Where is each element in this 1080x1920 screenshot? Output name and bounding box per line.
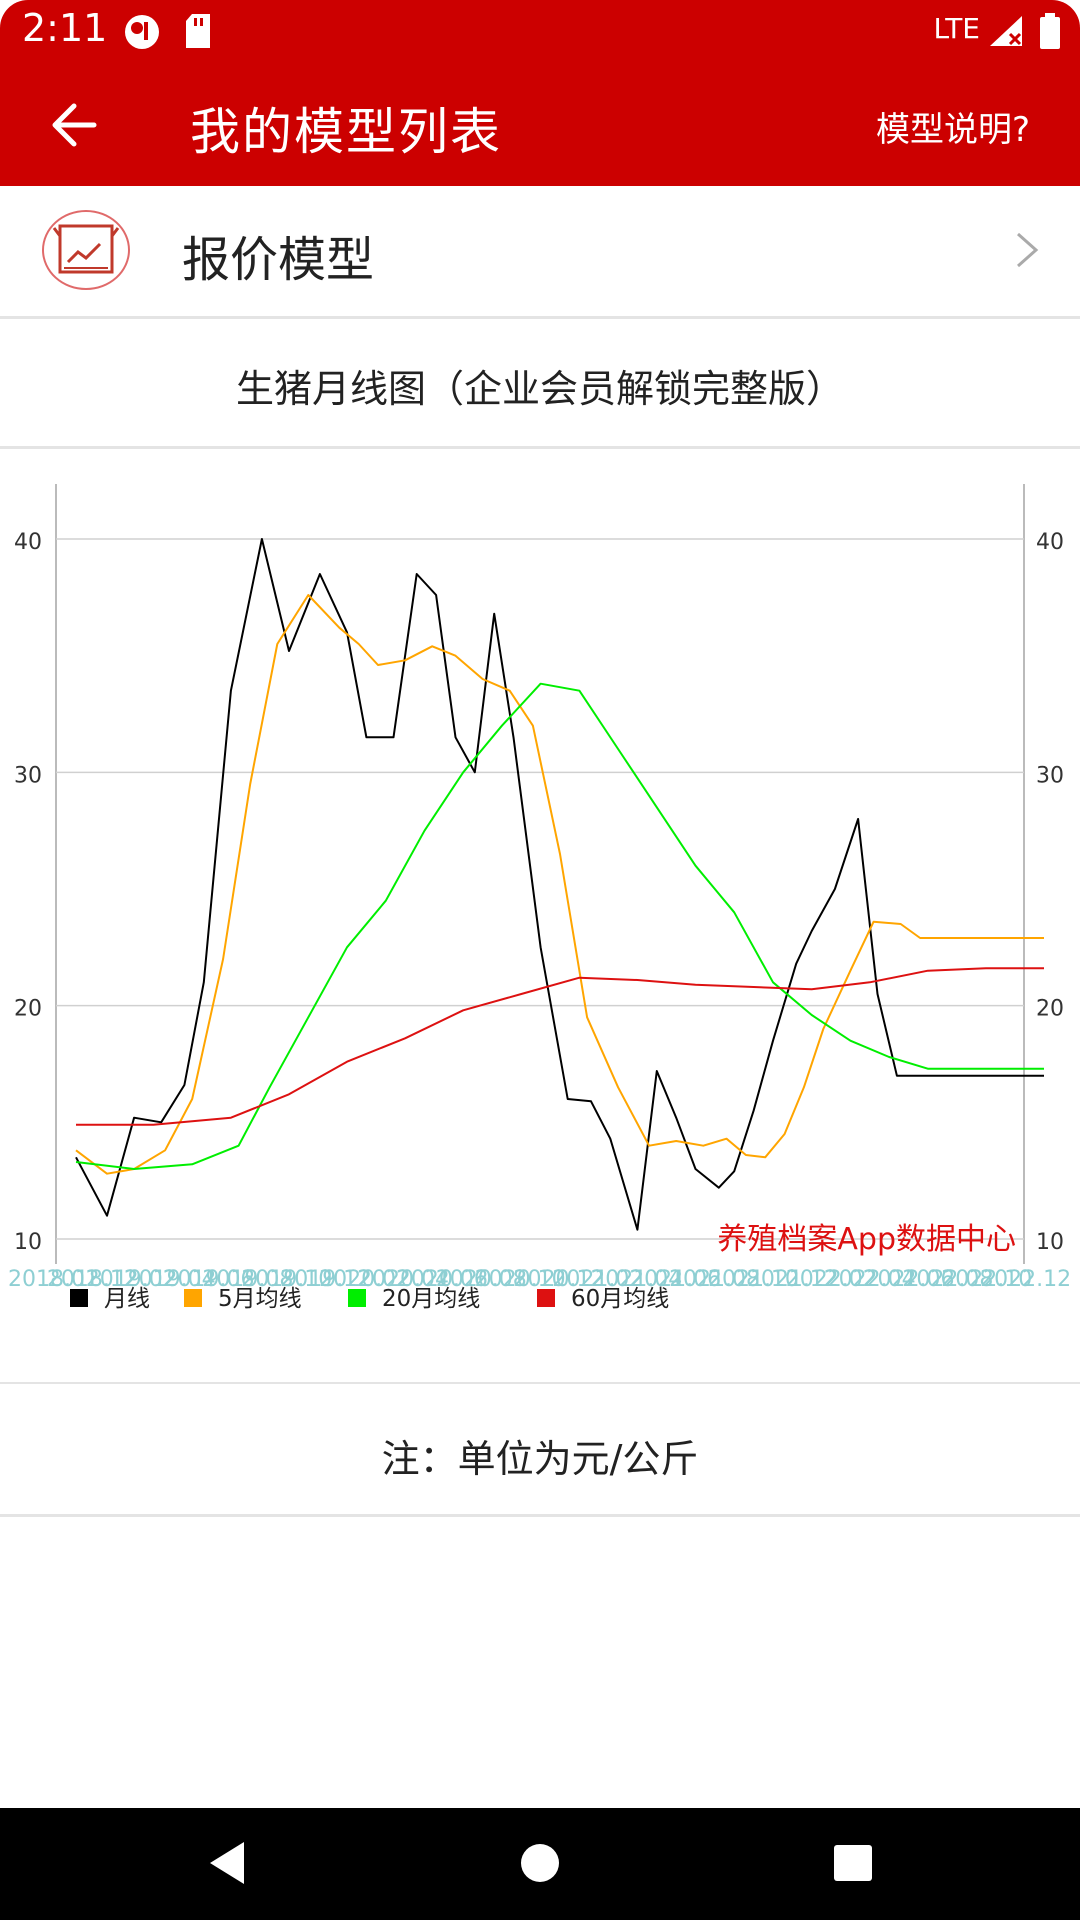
x-tick-label: 2020.02	[319, 1267, 410, 1292]
network-label: LTE	[933, 12, 980, 45]
status-time: 2:11	[22, 6, 108, 50]
legend-label: 5月均线	[218, 1286, 302, 1312]
y-tick-label-right: 40	[1036, 530, 1064, 555]
nav-home-icon[interactable]	[518, 1838, 562, 1888]
chart-title: 生猪月线图（企业会员解锁完整版）	[235, 367, 844, 411]
nav-back-icon[interactable]	[204, 1838, 250, 1888]
x-tick-label: 2022.08	[902, 1267, 993, 1292]
sdcard-icon	[186, 14, 210, 48]
chart-header: 生猪月线图（企业会员解锁完整版）	[0, 318, 1080, 449]
x-tick-label: 2021.12	[747, 1267, 838, 1292]
x-tick-label: 2020.12	[514, 1267, 605, 1292]
series-line-ma60	[76, 967, 1044, 1126]
app-bar: 我的模型列表 模型说明?	[0, 64, 1080, 186]
record-icon	[125, 15, 159, 49]
x-tick-label: 2022.02	[786, 1267, 877, 1292]
legend-swatch	[184, 1289, 202, 1307]
series-line-ma20	[75, 682, 1044, 1170]
y-tick-label-right: 20	[1036, 997, 1064, 1022]
x-tick-label: 2020.10	[475, 1267, 566, 1292]
chart-svg: 10 10 20 20 30 30 40 40 养殖档案App数据中心 2018.012018.1…	[8, 484, 1071, 1312]
y-tick-label-left: 10	[14, 1230, 42, 1255]
page-title: 我的模型列表	[190, 103, 502, 161]
x-tick-label: 2019.04	[125, 1267, 216, 1292]
x-tick-label: 2021.06	[630, 1267, 721, 1292]
y-tick-label-left: 30	[14, 763, 42, 788]
nav-recents-icon[interactable]	[830, 1838, 874, 1888]
x-tick-label: 2018.12	[47, 1267, 138, 1292]
y-tick-label-right: 10	[1036, 1230, 1064, 1255]
x-tick-label: 2019.02	[86, 1267, 177, 1292]
y-tick-label-right: 30	[1036, 763, 1064, 788]
x-tick-label: 2019.08	[202, 1267, 293, 1292]
chevron-right-icon	[1017, 232, 1039, 268]
line-chart: 10 10 20 20 30 30 40 40 养殖档案App数据中心 2018.01 2018.1…	[0, 449, 1080, 1379]
x-tick-label: 2020.08	[436, 1267, 527, 1292]
x-tick-label: 2020.06	[397, 1267, 488, 1292]
arrow-back-icon	[52, 103, 97, 147]
x-tick-label: 2021.02	[552, 1267, 643, 1292]
status-bar: 2:11 LTE	[0, 0, 1080, 64]
x-tick-label: 2022.10	[941, 1267, 1032, 1292]
x-tick-label: 2019.12	[280, 1267, 371, 1292]
series-line-ma5	[75, 594, 1044, 1175]
x-tick-label: 2019.10	[241, 1267, 332, 1292]
x-tick-label: 2022.12	[980, 1267, 1071, 1292]
legend-swatch	[537, 1289, 555, 1307]
legend-swatch	[70, 1289, 88, 1307]
model-label: 报价模型	[182, 232, 375, 288]
x-tick-label: 2021.04	[591, 1267, 682, 1292]
x-tick-label: 2021.10	[708, 1267, 799, 1292]
x-tick-label: 2019.06	[164, 1267, 255, 1292]
x-tick-label: 2022.06	[864, 1267, 955, 1292]
chart-box-icon	[42, 210, 130, 290]
legend-label: 60月均线	[571, 1286, 669, 1312]
note-row: 注：单位为元/公斤	[0, 1382, 1080, 1517]
y-tick-label-left: 20	[14, 997, 42, 1022]
system-nav-bar	[0, 1808, 1080, 1920]
battery-icon	[1040, 13, 1060, 49]
signal-icon	[990, 16, 1022, 46]
model-help-link[interactable]: 模型说明?	[875, 110, 1030, 150]
back-button[interactable]	[38, 88, 112, 162]
series-line-month	[75, 538, 1044, 1231]
legend-label: 20月均线	[382, 1286, 480, 1312]
legend-label: 月线	[104, 1286, 150, 1312]
chart-watermark: 养殖档案App数据中心	[717, 1222, 1016, 1257]
model-list-item[interactable]: 报价模型	[0, 186, 1080, 319]
legend-swatch	[348, 1289, 366, 1307]
y-tick-label-left: 40	[14, 530, 42, 555]
x-tick-label: 2021.08	[669, 1267, 760, 1292]
x-tick-label: 2022.04	[825, 1267, 916, 1292]
x-tick-label: 2018.01	[8, 1267, 99, 1292]
unit-note: 注：单位为元/公斤	[381, 1437, 699, 1481]
x-tick-label: 2020.04	[358, 1267, 449, 1292]
